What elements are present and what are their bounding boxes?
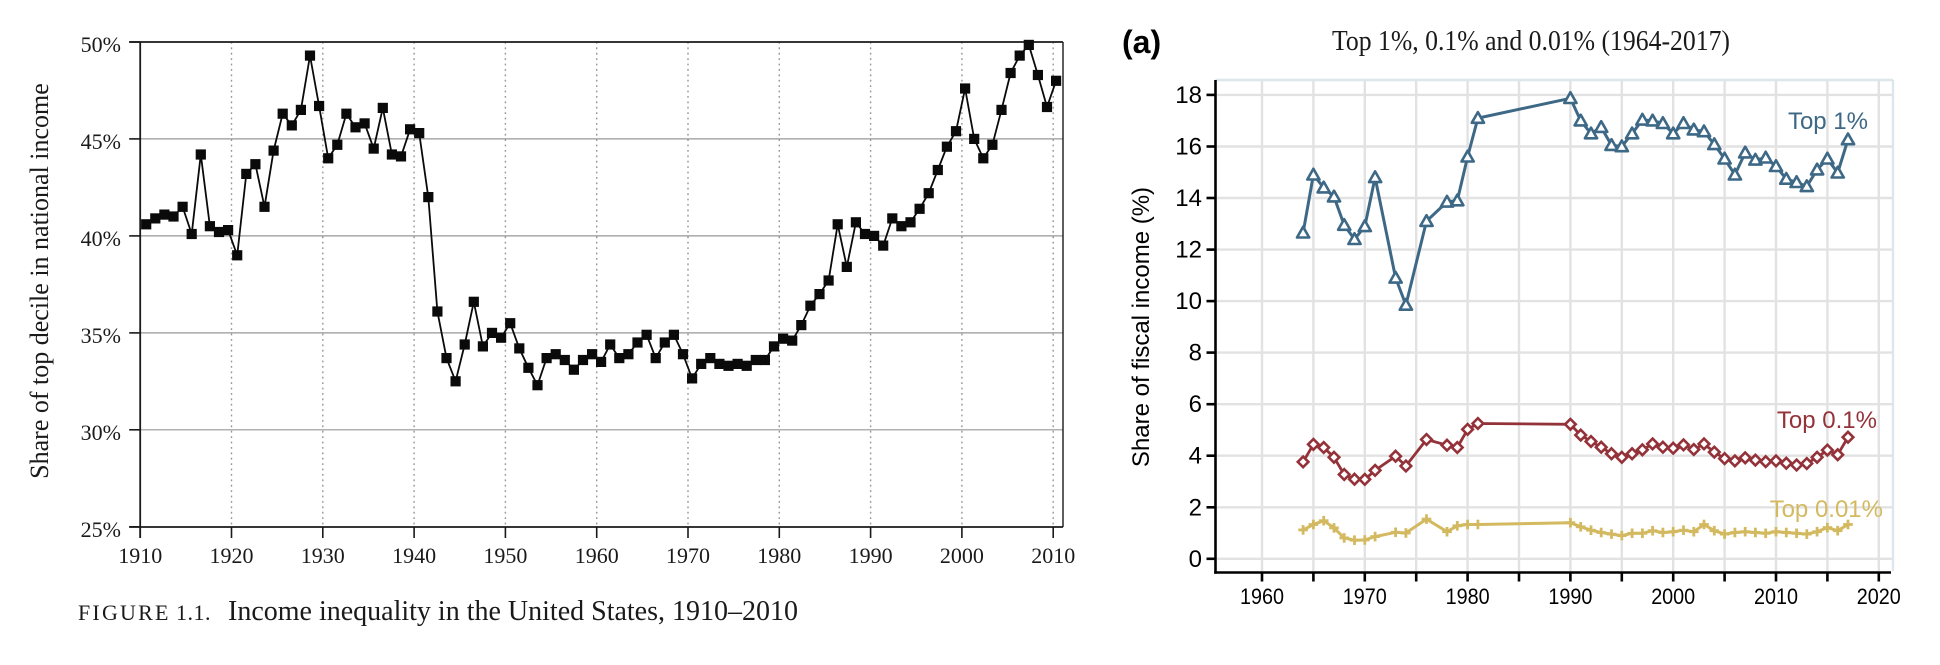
svg-text:1950: 1950 <box>483 543 527 568</box>
svg-text:1920: 1920 <box>210 543 254 568</box>
svg-text:2010: 2010 <box>1031 543 1075 568</box>
svg-text:1930: 1930 <box>301 543 345 568</box>
svg-text:40%: 40% <box>81 226 121 251</box>
svg-text:2000: 2000 <box>940 543 984 568</box>
svg-text:Share of fiscal income (%): Share of fiscal income (%) <box>1128 187 1155 467</box>
svg-text:18: 18 <box>1175 82 1202 109</box>
svg-text:4: 4 <box>1189 443 1202 470</box>
svg-text:8: 8 <box>1189 340 1202 367</box>
svg-text:2020: 2020 <box>1857 584 1901 609</box>
svg-text:1990: 1990 <box>1548 584 1592 609</box>
svg-text:2010: 2010 <box>1754 584 1798 609</box>
svg-text:Top 0.01%: Top 0.01% <box>1770 496 1883 523</box>
svg-text:16: 16 <box>1175 134 1202 161</box>
svg-text:1.1.: 1.1. <box>176 600 211 625</box>
svg-text:0: 0 <box>1189 546 1202 573</box>
svg-text:2000: 2000 <box>1651 584 1695 609</box>
svg-text:12: 12 <box>1175 237 1202 264</box>
svg-text:Top 1%: Top 1% <box>1788 108 1868 135</box>
svg-text:50%: 50% <box>81 32 121 57</box>
svg-text:1980: 1980 <box>757 543 801 568</box>
svg-text:14: 14 <box>1175 185 1202 212</box>
svg-text:1910: 1910 <box>118 543 162 568</box>
svg-text:25%: 25% <box>81 517 121 542</box>
svg-text:1970: 1970 <box>666 543 710 568</box>
svg-text:(a): (a) <box>1122 24 1161 60</box>
svg-text:35%: 35% <box>81 323 121 348</box>
svg-text:Income inequality in the Unite: Income inequality in the United States, … <box>228 596 798 627</box>
svg-text:6: 6 <box>1189 391 1202 418</box>
svg-text:1960: 1960 <box>575 543 619 568</box>
svg-text:45%: 45% <box>81 129 121 154</box>
svg-text:30%: 30% <box>81 420 121 445</box>
svg-text:1980: 1980 <box>1446 584 1490 609</box>
svg-text:Share of top decile in nationa: Share of top decile in national income <box>25 83 54 479</box>
svg-text:1940: 1940 <box>392 543 436 568</box>
svg-text:FIGURE: FIGURE <box>78 600 171 625</box>
svg-text:Top 1%, 0.1% and 0.01% (1964-2: Top 1%, 0.1% and 0.01% (1964-2017) <box>1332 25 1730 57</box>
svg-text:Top 0.1%: Top 0.1% <box>1777 407 1877 434</box>
svg-text:2: 2 <box>1189 494 1202 521</box>
svg-text:1990: 1990 <box>849 543 893 568</box>
svg-text:1960: 1960 <box>1240 584 1284 609</box>
svg-text:10: 10 <box>1175 288 1202 315</box>
svg-text:1970: 1970 <box>1343 584 1387 609</box>
